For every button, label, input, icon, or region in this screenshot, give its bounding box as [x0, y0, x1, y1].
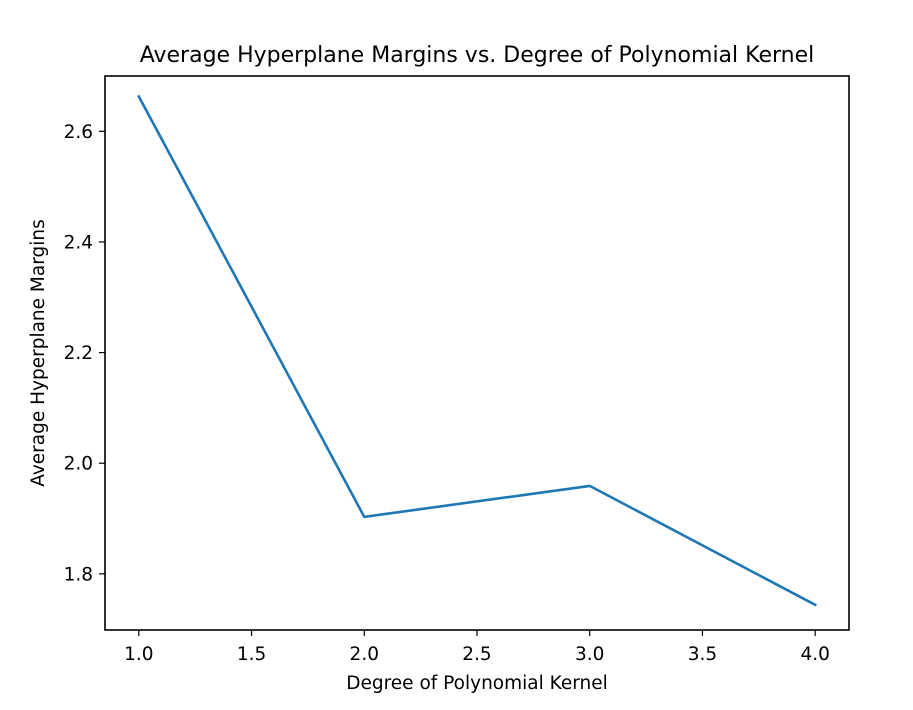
y-tick-label: 2.4 [64, 232, 93, 253]
y-tick-label: 2.6 [64, 122, 93, 143]
x-tick-label: 3.5 [688, 644, 717, 665]
x-tick-label: 2.0 [350, 644, 379, 665]
x-tick-label: 4.0 [800, 644, 829, 665]
plot-frame [104, 75, 850, 631]
y-axis-ticks: 1.8 2.0 2.2 2.4 2.6 [64, 122, 105, 585]
y-tick-label: 2.2 [64, 343, 93, 364]
chart-title: Average Hyperplane Margins vs. Degree of… [140, 43, 815, 68]
y-tick-label: 1.8 [64, 564, 93, 585]
x-tick-label: 1.5 [237, 644, 266, 665]
series-line [137, 94, 817, 607]
x-tick-label: 1.0 [124, 644, 153, 665]
y-tick-label: 2.0 [64, 454, 93, 475]
y-axis-label: Average Hyperplane Margins [28, 219, 49, 486]
series-group [137, 94, 817, 607]
x-tick-label: 2.5 [462, 644, 491, 665]
x-axis-ticks: 1.0 1.5 2.0 2.5 3.0 3.5 4.0 [124, 630, 830, 665]
x-axis-label: Degree of Polynomial Kernel [346, 673, 608, 694]
x-tick-label: 3.0 [575, 644, 604, 665]
